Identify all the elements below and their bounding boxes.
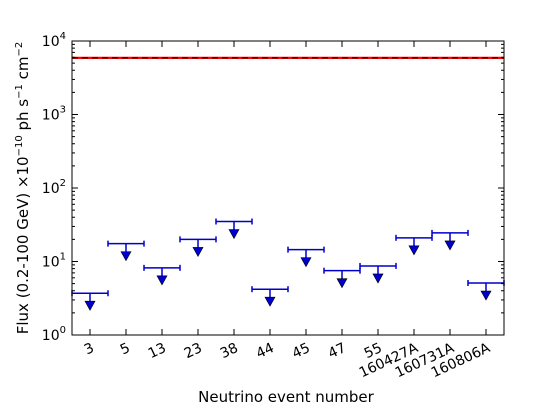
x-tick-label: 47: [326, 340, 349, 362]
x-tick-label: 38: [218, 340, 241, 362]
upper-limit-arrow: [156, 275, 168, 286]
upper-limit-arrow: [84, 300, 96, 311]
y-axis-label-exponent-3: −2: [14, 42, 25, 57]
upper-limit-marker: [359, 262, 397, 284]
y-tick-label-base: 10: [42, 34, 60, 50]
upper-limit-marker: [431, 229, 469, 251]
y-axis-label: Flux (0.2-100 GeV) ×10−10 ph s−1 cm−2: [14, 42, 32, 335]
y-tick-label-base: 10: [42, 108, 60, 124]
upper-limit-arrow: [480, 290, 492, 301]
y-tick-label-exponent: 0: [60, 325, 66, 336]
upper-limit-arrow: [444, 240, 456, 251]
upper-limit-arrow: [300, 257, 312, 268]
y-tick-label: 103: [42, 105, 66, 124]
upper-limit-arrow: [264, 296, 276, 307]
x-tick-label: 13: [146, 340, 169, 362]
upper-limit-marker: [143, 264, 181, 286]
y-axis-label-units-2: cm: [14, 57, 32, 85]
upper-limit-marker: [467, 279, 505, 301]
y-tick-label-exponent: 3: [60, 105, 66, 116]
y-axis-label-units-1: ph s: [14, 99, 32, 136]
upper-limit-marker: [323, 267, 361, 289]
upper-limit-arrow: [120, 251, 132, 262]
y-tick-label: 101: [42, 252, 66, 271]
x-tick-label: 44: [254, 340, 277, 362]
y-tick-label-base: 10: [42, 181, 60, 197]
upper-limit-arrow: [372, 273, 384, 284]
y-tick-label-base: 10: [42, 255, 60, 271]
upper-limit-marker: [179, 236, 217, 257]
x-tick-label: 45: [290, 340, 313, 362]
upper-limit-marker: [287, 246, 325, 268]
y-tick-label-exponent: 4: [60, 31, 66, 42]
y-tick-label-exponent: 2: [60, 178, 66, 189]
upper-limit-marker: [107, 240, 145, 262]
y-tick-label-base: 10: [42, 328, 60, 344]
upper-limit-arrow: [228, 229, 240, 240]
x-axis-label: Neutrino event number: [198, 388, 374, 406]
upper-limit-arrow: [192, 247, 204, 257]
y-tick-label: 100: [42, 325, 66, 344]
plot-area: [71, 56, 505, 311]
y-tick-label-exponent: 1: [60, 252, 66, 263]
upper-limit-arrow: [408, 245, 420, 256]
y-tick-label: 104: [42, 31, 66, 50]
upper-limit-marker: [251, 286, 289, 307]
y-tick-label: 102: [42, 178, 66, 197]
x-tick-label: 55: [362, 340, 385, 362]
y-axis-label-exponent-2: −1: [14, 84, 25, 99]
y-axis-label-exponent-1: −10: [14, 135, 25, 156]
upper-limit-arrow: [336, 278, 348, 289]
x-tick-label: 23: [182, 340, 205, 362]
upper-limit-marker: [215, 218, 253, 240]
y-axis-label-text: Flux (0.2-100 GeV) ×10: [14, 156, 32, 334]
